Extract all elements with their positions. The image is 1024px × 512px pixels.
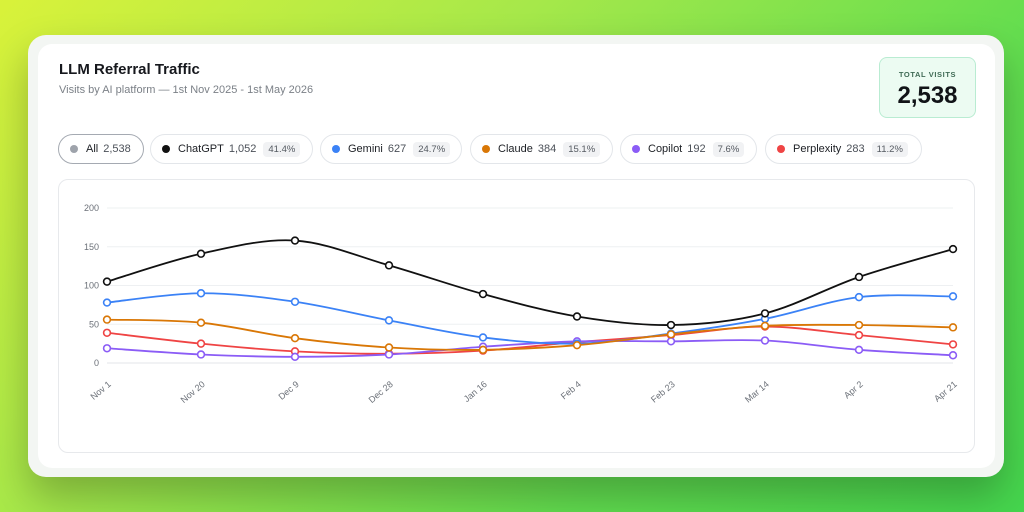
series-line-claude (106, 318, 954, 351)
x-tick-label: Nov 1 (88, 379, 112, 402)
data-point-gemini (102, 298, 112, 307)
y-tick-label: 100 (84, 281, 99, 291)
filter-claude[interactable]: Claude 384 15.1% (470, 134, 613, 164)
data-point-perplexity (854, 330, 864, 340)
filter-chatgpt[interactable]: ChatGPT 1,052 41.4% (150, 134, 313, 164)
filter-all[interactable]: All 2,538 (58, 134, 144, 164)
total-visits-badge: TOTAL VISITS 2,538 (879, 57, 976, 118)
data-point-chatgpt (948, 244, 958, 254)
data-point-copilot (666, 337, 676, 346)
data-point-chatgpt (854, 272, 864, 282)
filter-count: 192 (687, 143, 706, 155)
claude-dot-icon (482, 145, 490, 153)
gemini-dot-icon (332, 145, 340, 153)
data-point-copilot (102, 344, 112, 353)
chart-subtitle: Visits by AI platform — 1st Nov 2025 - 1… (59, 84, 314, 96)
data-point-claude (854, 320, 864, 330)
data-point-claude (196, 318, 206, 327)
data-point-chatgpt (290, 236, 300, 245)
filter-count: 627 (387, 143, 407, 155)
data-point-claude (384, 343, 394, 352)
filter-label: All (86, 143, 99, 155)
chatgpt-dot-icon (162, 145, 170, 153)
chart-container: 0 50 100 150 200 Nov 1 Nov 20 Dec 9 Dec 28 Jan 16… (58, 179, 975, 453)
filter-percent: 7.6% (712, 141, 745, 157)
data-point-claude (948, 323, 958, 332)
total-visits-label: TOTAL VISITS (898, 70, 957, 79)
data-point-gemini (854, 292, 864, 302)
data-point-chatgpt (478, 289, 488, 299)
data-point-gemini (384, 316, 394, 325)
data-point-claude (572, 340, 582, 350)
copilot-dot-icon (632, 145, 640, 153)
data-point-chatgpt (102, 277, 112, 286)
filter-label: ChatGPT (178, 143, 224, 155)
data-point-perplexity (102, 328, 112, 337)
filter-label: Copilot (648, 143, 683, 155)
data-point-chatgpt (666, 320, 676, 330)
data-point-gemini (478, 333, 488, 342)
filter-label: Perplexity (793, 143, 842, 155)
y-tick-label: 0 (94, 358, 99, 368)
x-tick-label: Feb 23 (649, 379, 677, 405)
x-tick-label: Nov 20 (179, 379, 207, 405)
data-point-gemini (948, 292, 958, 301)
traffic-card: LLM Referral Traffic Visits by AI platfo… (38, 44, 995, 468)
data-point-claude (478, 345, 488, 355)
series-line-perplexity (106, 325, 954, 355)
data-point-gemini (196, 289, 206, 298)
x-tick-label: Dec 28 (367, 379, 395, 405)
data-point-chatgpt (384, 261, 394, 270)
data-point-perplexity (948, 340, 958, 349)
data-point-chatgpt (572, 312, 582, 321)
data-point-claude (102, 315, 112, 324)
data-point-claude (666, 330, 676, 339)
perplexity-dot-icon (777, 145, 785, 153)
line-chart: 0 50 100 150 200 Nov 1 Nov 20 Dec 9 Dec 28 Jan 16… (84, 203, 959, 405)
x-tick-label: Apr 2 (842, 379, 865, 400)
filter-perplexity[interactable]: Perplexity 283 11.2% (765, 134, 922, 164)
y-tick-label: 200 (84, 203, 99, 213)
filter-count: 1,052 (228, 143, 257, 155)
data-point-copilot (760, 336, 770, 345)
filter-percent: 41.4% (263, 141, 301, 157)
data-point-chatgpt (760, 309, 770, 318)
x-tick-label: Apr 21 (932, 379, 959, 404)
x-tick-label: Mar 14 (743, 379, 771, 405)
filter-gemini[interactable]: Gemini 627 24.7% (320, 134, 462, 164)
x-tick-label: Feb 4 (559, 379, 583, 401)
data-point-copilot (948, 351, 958, 360)
y-tick-label: 150 (84, 242, 99, 252)
filter-copilot[interactable]: Copilot 192 7.6% (620, 134, 757, 164)
data-point-claude (290, 334, 300, 343)
x-tick-label: Dec 9 (276, 379, 300, 402)
series-line-gemini (106, 292, 954, 345)
x-tick-label: Jan 16 (462, 379, 489, 404)
filter-percent: 11.2% (871, 141, 908, 157)
data-point-gemini (290, 297, 300, 306)
filter-percent: 15.1% (563, 141, 601, 157)
filter-count: 2,538 (103, 143, 131, 155)
filter-label: Gemini (348, 143, 383, 155)
data-point-perplexity (196, 339, 206, 348)
filter-count: 283 (846, 143, 865, 155)
filter-count: 384 (537, 143, 557, 155)
total-visits-value: 2,538 (897, 82, 958, 109)
data-point-chatgpt (196, 249, 206, 258)
filter-label: Claude (498, 143, 533, 155)
data-point-copilot (384, 350, 394, 359)
series-line-copilot (106, 339, 954, 358)
all-dot-icon (70, 145, 78, 153)
y-tick-label: 50 (89, 319, 99, 329)
data-point-copilot (196, 350, 206, 359)
data-point-claude (760, 321, 770, 331)
data-point-copilot (290, 352, 300, 362)
series-line-chatgpt (106, 239, 954, 326)
chart-title: LLM Referral Traffic (59, 61, 200, 78)
filter-percent: 24.7% (413, 141, 451, 157)
data-point-copilot (854, 345, 864, 355)
